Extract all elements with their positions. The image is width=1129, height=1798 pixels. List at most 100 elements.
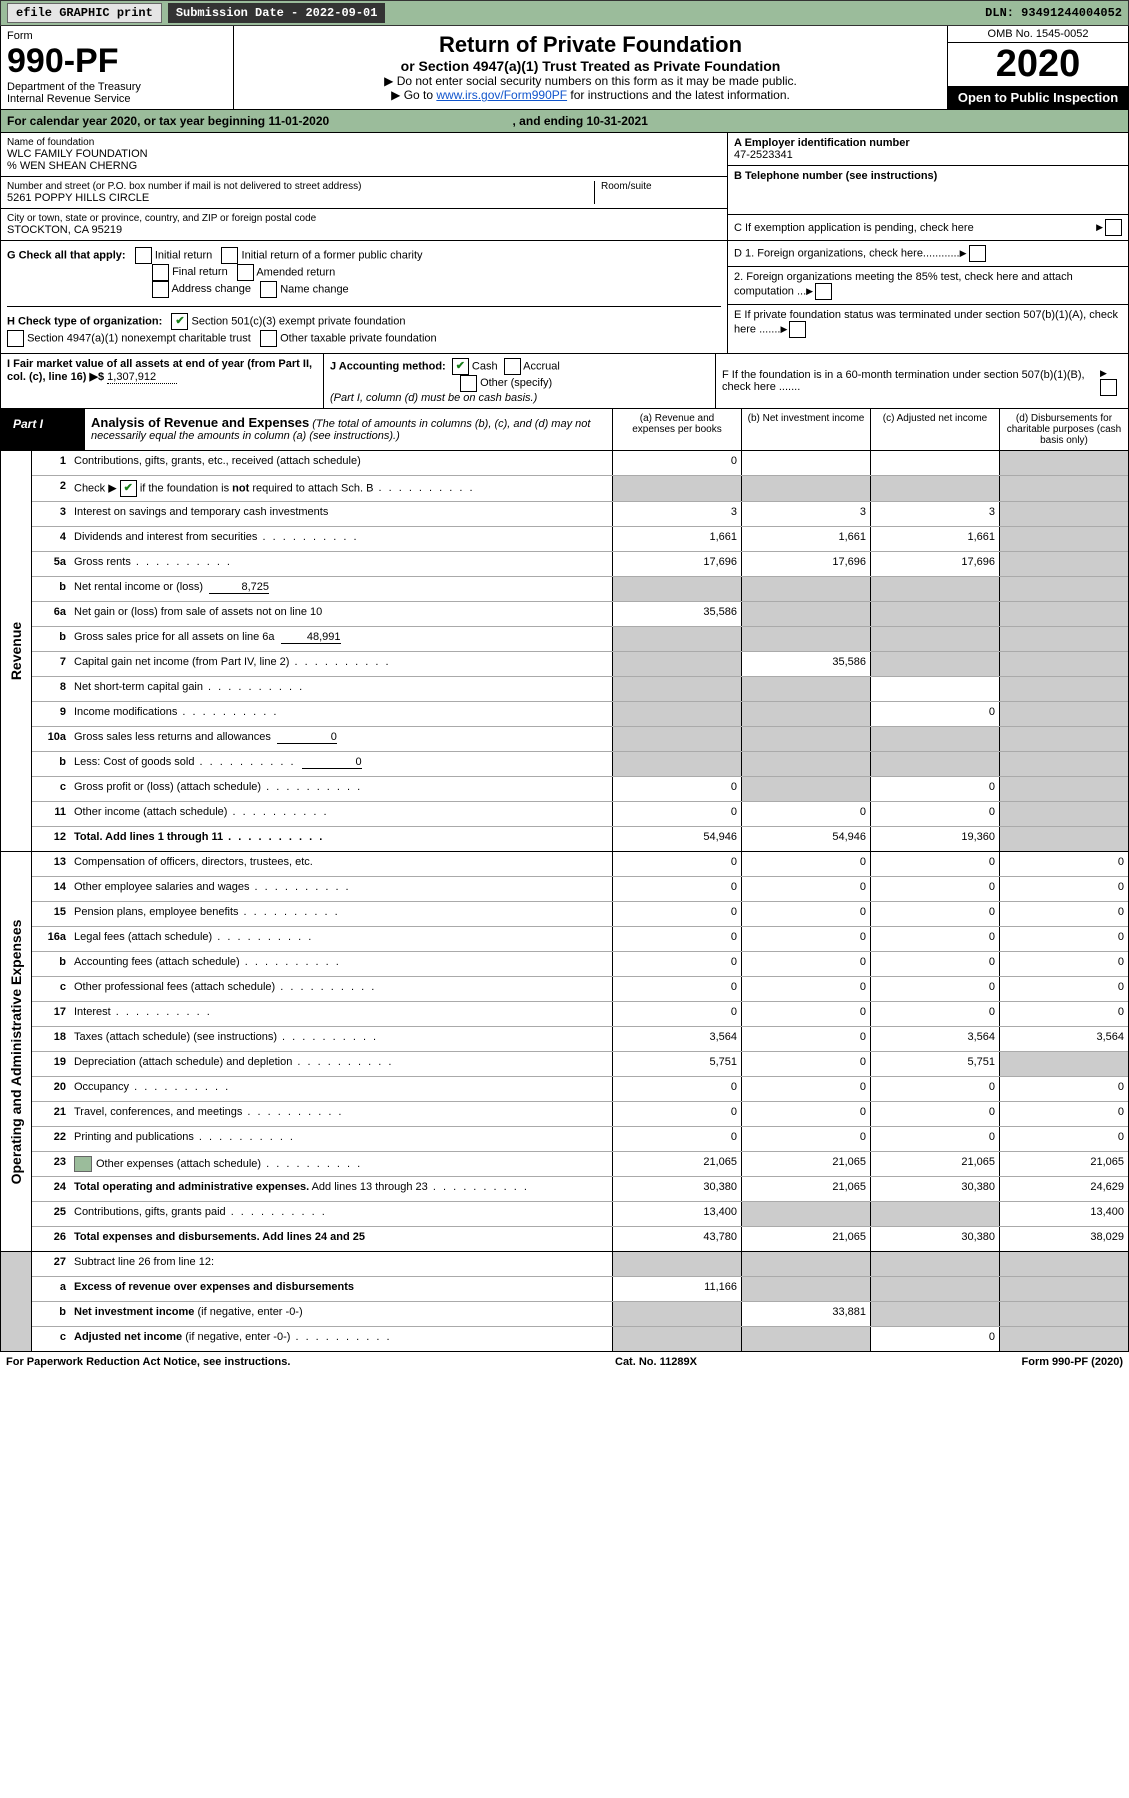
dept-line-1: Department of the Treasury: [7, 81, 227, 93]
cell-c: 0: [870, 1127, 999, 1151]
cell-b: 1,661: [741, 527, 870, 551]
table-row: bLess: Cost of goods sold0: [32, 752, 1128, 777]
cell-c: 0: [870, 852, 999, 876]
g-name-checkbox[interactable]: [260, 281, 277, 298]
cell-d: 0: [999, 952, 1128, 976]
cell-d: 0: [999, 1127, 1128, 1151]
row-number: b: [32, 1302, 70, 1326]
cell-b: 54,946: [741, 827, 870, 851]
cell-c: [870, 577, 999, 601]
g-label: G Check all that apply:: [7, 249, 126, 261]
row-desc: Other expenses (attach schedule): [70, 1152, 612, 1176]
opex-section: Operating and Administrative Expenses 13…: [0, 852, 1129, 1252]
j-cash-checkbox[interactable]: [452, 358, 469, 375]
cell-c: [870, 1302, 999, 1326]
e-checkbox[interactable]: [789, 321, 806, 338]
cell-d: [999, 802, 1128, 826]
j-label: J Accounting method:: [330, 360, 446, 372]
j-accrual-checkbox[interactable]: [504, 358, 521, 375]
cell-c: [870, 451, 999, 475]
cell-c: 0: [870, 1102, 999, 1126]
cell-b: [741, 1277, 870, 1301]
inline-value: 0: [302, 756, 362, 769]
h-label: H Check type of organization:: [7, 315, 162, 327]
table-row: 5aGross rents17,69617,69617,696: [32, 552, 1128, 577]
inline-value: 48,991: [281, 631, 341, 644]
row-number: 25: [32, 1202, 70, 1226]
cell-a: [612, 702, 741, 726]
h-501c3-checkbox[interactable]: [171, 313, 188, 330]
row-desc: Taxes (attach schedule) (see instruction…: [70, 1027, 612, 1051]
cell-a: 43,780: [612, 1227, 741, 1251]
row-desc: Subtract line 26 from line 12:: [70, 1252, 612, 1276]
cell-c: [870, 627, 999, 651]
form-header-left: Form 990-PF Department of the Treasury I…: [1, 26, 234, 109]
cell-b: 0: [741, 927, 870, 951]
h-other-checkbox[interactable]: [260, 330, 277, 347]
cell-b: [741, 1252, 870, 1276]
footer-left: For Paperwork Reduction Act Notice, see …: [6, 1356, 290, 1368]
table-row: 21Travel, conferences, and meetings0000: [32, 1102, 1128, 1127]
table-row: 17Interest0000: [32, 1002, 1128, 1027]
row-desc: Other professional fees (attach schedule…: [70, 977, 612, 1001]
form-header-center: Return of Private Foundation or Section …: [234, 26, 947, 109]
row-number: 7: [32, 652, 70, 676]
table-row: 24Total operating and administrative exp…: [32, 1177, 1128, 1202]
row-number: 14: [32, 877, 70, 901]
cell-c: 0: [870, 1327, 999, 1351]
table-row: 20Occupancy0000: [32, 1077, 1128, 1102]
irs-link[interactable]: www.irs.gov/Form990PF: [436, 88, 567, 102]
cell-a: 21,065: [612, 1152, 741, 1176]
row-desc: Total. Add lines 1 through 11: [70, 827, 612, 851]
cell-c: [870, 1277, 999, 1301]
row-desc: Net gain or (loss) from sale of assets n…: [70, 602, 612, 626]
cell-d: [999, 702, 1128, 726]
sch-b-checkbox[interactable]: [120, 480, 137, 497]
cell-d: [999, 752, 1128, 776]
row-desc: Adjusted net income (if negative, enter …: [70, 1327, 612, 1351]
j-note: (Part I, column (d) must be on cash basi…: [330, 392, 537, 404]
g-initial-former-checkbox[interactable]: [221, 247, 238, 264]
h-4947-checkbox[interactable]: [7, 330, 24, 347]
form-header: Form 990-PF Department of the Treasury I…: [0, 26, 1129, 110]
revenue-side-label: Revenue: [1, 451, 32, 851]
cell-a: [612, 1302, 741, 1326]
g-final-checkbox[interactable]: [152, 264, 169, 281]
cell-c: 5,751: [870, 1052, 999, 1076]
row-desc: Depreciation (attach schedule) and deple…: [70, 1052, 612, 1076]
schedule-icon[interactable]: [74, 1156, 92, 1172]
row-desc: Contributions, gifts, grants, etc., rece…: [70, 451, 612, 475]
g-amended-checkbox[interactable]: [237, 264, 254, 281]
row-number: 22: [32, 1127, 70, 1151]
row-number: 4: [32, 527, 70, 551]
row-desc: Accounting fees (attach schedule): [70, 952, 612, 976]
cell-b: 0: [741, 1127, 870, 1151]
row-desc: Less: Cost of goods sold0: [70, 752, 612, 776]
cell-a: [612, 1327, 741, 1351]
cell-a: 11,166: [612, 1277, 741, 1301]
row-number: 3: [32, 502, 70, 526]
cell-d: [999, 1052, 1128, 1076]
efile-print-button[interactable]: efile GRAPHIC print: [7, 3, 162, 23]
cell-c: 19,360: [870, 827, 999, 851]
d2-checkbox[interactable]: [815, 283, 832, 300]
open-to-public: Open to Public Inspection: [948, 86, 1128, 109]
g-initial-checkbox[interactable]: [135, 247, 152, 264]
cell-a: 0: [612, 877, 741, 901]
row-number: b: [32, 952, 70, 976]
j-other-checkbox[interactable]: [460, 375, 477, 392]
table-row: 26Total expenses and disbursements. Add …: [32, 1227, 1128, 1251]
f-checkbox[interactable]: [1100, 379, 1117, 396]
row-number: 2: [32, 476, 70, 501]
d1-checkbox[interactable]: [969, 245, 986, 262]
cell-b: [741, 1202, 870, 1226]
c-checkbox[interactable]: [1105, 219, 1122, 236]
row-desc: Check ▶ if the foundation is not require…: [70, 476, 612, 501]
cell-b: [741, 577, 870, 601]
cell-c: [870, 1252, 999, 1276]
row-desc: Capital gain net income (from Part IV, l…: [70, 652, 612, 676]
row-number: 9: [32, 702, 70, 726]
row-number: 5a: [32, 552, 70, 576]
cell-a: [612, 652, 741, 676]
g-addr-checkbox[interactable]: [152, 281, 169, 298]
